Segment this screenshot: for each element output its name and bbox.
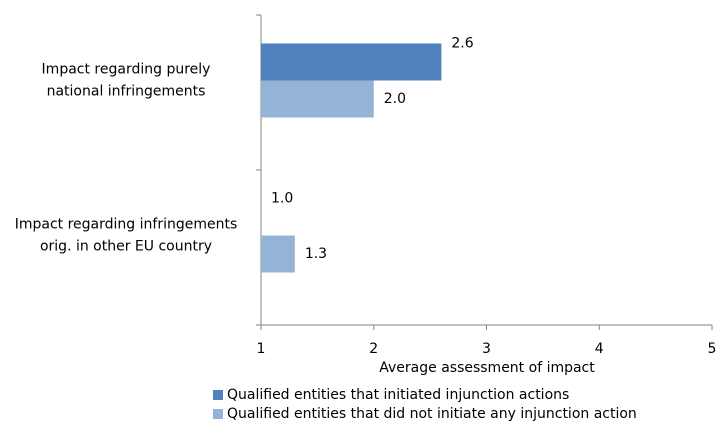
x-axis-label: Average assessment of impact	[379, 360, 595, 376]
y-tick-label: Impact regarding infringements orig. in o…	[15, 217, 238, 255]
legend-label: Qualified entities that initiated injunc…	[227, 387, 569, 403]
data-label: 2.6	[451, 36, 473, 52]
data-label: 2.0	[384, 91, 406, 107]
x-tick-label: 3	[482, 341, 491, 357]
legend-label: Qualified entities that did not initiate…	[227, 406, 637, 422]
y-tick-label: Impact regarding purely national infringe…	[42, 62, 211, 100]
bar	[261, 43, 442, 81]
x-tick-label: 5	[708, 341, 716, 357]
bar	[261, 235, 295, 273]
data-label: 1.3	[305, 246, 327, 262]
x-tick-label: 1	[257, 341, 266, 357]
legend-swatch	[213, 409, 223, 419]
x-tick-label: 4	[595, 341, 604, 357]
bar	[261, 80, 374, 118]
x-tick-label: 2	[369, 341, 378, 357]
data-label: 1.0	[271, 191, 293, 207]
legend-swatch	[213, 390, 223, 400]
